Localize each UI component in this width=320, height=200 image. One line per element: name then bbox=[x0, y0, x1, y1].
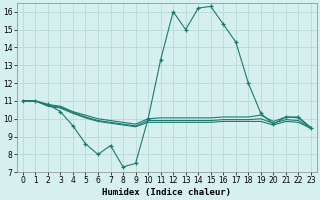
X-axis label: Humidex (Indice chaleur): Humidex (Indice chaleur) bbox=[102, 188, 231, 197]
